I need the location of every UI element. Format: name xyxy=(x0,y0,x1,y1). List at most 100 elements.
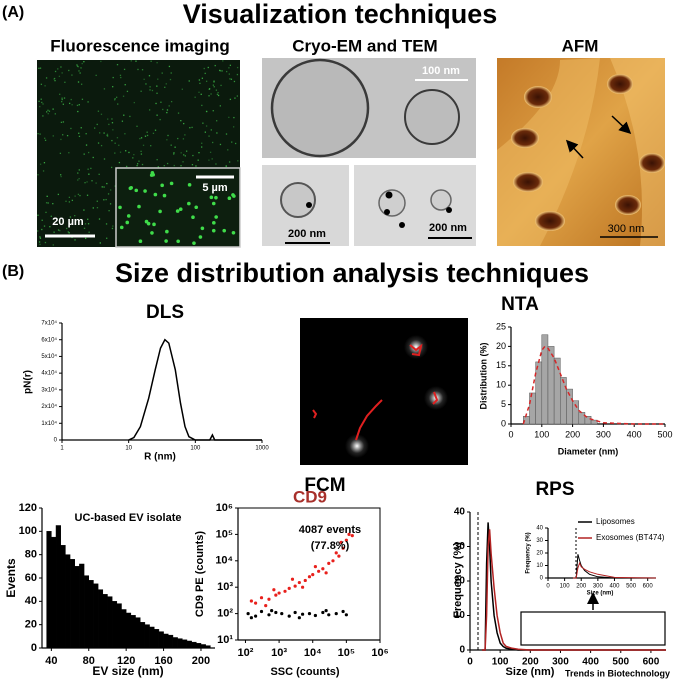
vesicle xyxy=(178,207,183,212)
speck xyxy=(70,98,72,101)
y-axis-label: CD9 PE (counts) xyxy=(194,531,206,618)
vesicle xyxy=(162,193,167,198)
x-tick-label: 100 xyxy=(492,657,509,668)
histogram-bar xyxy=(69,559,75,649)
vesicle xyxy=(134,188,139,193)
vesicle xyxy=(214,215,218,219)
speck xyxy=(38,67,40,69)
speck xyxy=(45,211,47,214)
speck xyxy=(50,215,52,217)
speck xyxy=(215,163,217,165)
vesicle xyxy=(211,201,216,206)
speck xyxy=(164,86,166,88)
scatter-point xyxy=(341,546,345,550)
x-tick-label: 400 xyxy=(582,657,599,668)
speck xyxy=(47,109,49,111)
speck xyxy=(100,60,102,63)
speck xyxy=(156,62,158,64)
scale-bar-label: 200 nm xyxy=(429,222,467,234)
scatter-point xyxy=(341,609,345,614)
speck xyxy=(209,151,212,153)
speck xyxy=(177,112,180,114)
speck xyxy=(103,132,105,134)
speck xyxy=(69,216,72,218)
vesicle xyxy=(169,181,174,186)
scatter-point xyxy=(334,551,338,555)
speck xyxy=(207,66,209,69)
y-tick-label: 0 xyxy=(501,418,506,428)
histogram-bar xyxy=(177,638,183,649)
speck xyxy=(107,193,110,195)
speck xyxy=(142,144,145,146)
speck xyxy=(62,103,64,105)
speck xyxy=(228,67,230,69)
histogram-bar xyxy=(163,633,169,649)
vesicle xyxy=(214,195,218,200)
data-line xyxy=(128,338,262,441)
x-tick-label: 160 xyxy=(154,655,172,667)
speck xyxy=(84,237,87,240)
speck xyxy=(133,101,135,104)
vesicle xyxy=(153,192,158,197)
speck xyxy=(173,152,175,154)
speck xyxy=(118,161,121,164)
speck xyxy=(112,129,114,131)
scatter-point xyxy=(324,571,328,575)
speck xyxy=(227,149,229,151)
x-tick-label: 0 xyxy=(508,429,513,439)
speck xyxy=(41,219,43,221)
speck xyxy=(101,186,103,188)
histogram-bar xyxy=(79,563,85,649)
scatter-point xyxy=(270,608,274,613)
speck xyxy=(148,75,151,77)
speck xyxy=(125,150,127,152)
y-tick-label: 10 xyxy=(454,610,466,621)
y-axis-label: Frequency (%) xyxy=(526,532,532,573)
vesicle xyxy=(119,225,124,230)
speck xyxy=(39,133,41,135)
scatter-point xyxy=(317,569,321,573)
x-tick-label: 10⁵ xyxy=(338,647,355,659)
speck xyxy=(191,164,194,166)
y-tick-label: 0 xyxy=(54,438,58,444)
speck xyxy=(182,138,185,140)
histogram-bar xyxy=(200,644,206,649)
speck xyxy=(65,200,67,202)
y-tick-label: 6x10⁴ xyxy=(41,336,57,343)
x-tick-label: 200 xyxy=(522,657,539,668)
speck xyxy=(77,110,79,113)
speck xyxy=(215,89,218,91)
histogram-bar xyxy=(93,583,99,649)
speck xyxy=(112,225,114,227)
vesicle xyxy=(227,196,232,201)
speck xyxy=(92,156,94,159)
panel-label: (A) xyxy=(2,4,24,21)
y-tick-label: 5 xyxy=(501,399,506,409)
speck xyxy=(61,97,63,99)
speck xyxy=(78,104,80,106)
speck xyxy=(48,110,51,112)
speck xyxy=(170,72,172,74)
vesicle xyxy=(158,209,162,214)
histogram-bar xyxy=(172,637,178,649)
speck xyxy=(168,65,171,68)
speck xyxy=(57,193,60,196)
vesicle xyxy=(138,239,143,244)
speck xyxy=(133,153,135,156)
chart-title: NTA xyxy=(501,294,539,315)
x-axis-label: R (nm) xyxy=(144,452,176,463)
speck xyxy=(145,83,147,85)
speck xyxy=(114,98,116,100)
cryo-em-image: 100 nm 200 nm 200 nm xyxy=(262,58,476,246)
speck xyxy=(232,126,235,128)
y-tick-label: 40 xyxy=(536,526,543,532)
speck xyxy=(219,69,221,72)
vesicle xyxy=(143,189,147,193)
scatter-point xyxy=(287,614,291,618)
speck xyxy=(47,202,49,204)
vesicle xyxy=(137,204,141,209)
scatter-point xyxy=(274,593,278,597)
speck xyxy=(219,143,222,146)
vesicle xyxy=(192,241,196,245)
